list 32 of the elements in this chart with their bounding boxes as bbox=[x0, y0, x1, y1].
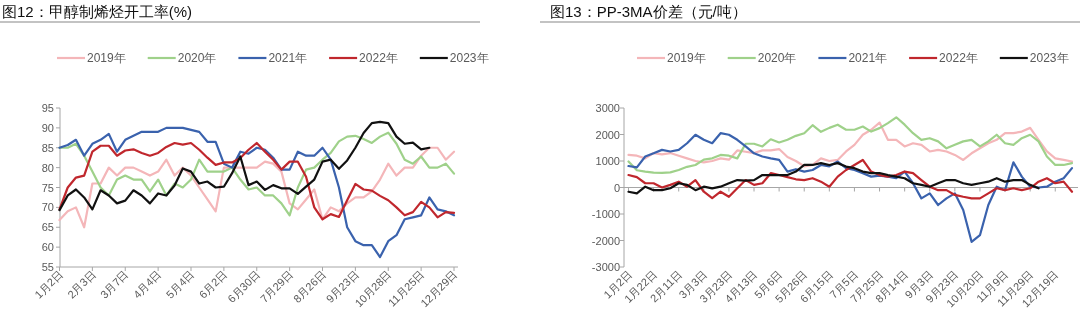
x-tick-label: 3月7日 bbox=[97, 267, 131, 301]
legend-label: 2022年 bbox=[359, 51, 398, 65]
y-tick-label: 70 bbox=[41, 201, 54, 214]
chart-title: 图12：甲醇制烯烃开工率(%) bbox=[2, 3, 193, 20]
y-tick-label: -3000 bbox=[591, 261, 620, 273]
legend-label: 2023年 bbox=[1029, 51, 1069, 65]
y-tick-label: 95 bbox=[41, 102, 54, 114]
x-tick-label: 4月4日 bbox=[130, 267, 164, 301]
x-tick-label: 5月4日 bbox=[163, 267, 197, 301]
y-tick-label: 75 bbox=[41, 181, 54, 194]
y-tick-label: -2000 bbox=[591, 234, 620, 247]
y-tick-label: 85 bbox=[41, 141, 54, 154]
y-tick-label: 55 bbox=[41, 261, 54, 273]
y-tick-label: 80 bbox=[41, 161, 54, 174]
legend-label: 2020年 bbox=[177, 51, 217, 65]
y-tick-label: 3000 bbox=[595, 102, 620, 114]
legend-label: 2023年 bbox=[449, 51, 489, 65]
y-tick-label: 2000 bbox=[595, 128, 620, 141]
y-tick-label: 1000 bbox=[595, 155, 620, 167]
legend-label: 2022年 bbox=[939, 51, 978, 65]
legend-label: 2021年 bbox=[268, 51, 308, 65]
chart-title: 图13：PP-3MA价差（元/吨） bbox=[550, 3, 747, 20]
legend-label: 2021年 bbox=[848, 51, 888, 65]
y-tick-label: 65 bbox=[41, 221, 54, 234]
y-tick-label: 90 bbox=[41, 121, 54, 134]
legend-label: 2019年 bbox=[87, 51, 126, 65]
y-tick-label: 0 bbox=[613, 181, 620, 194]
legend-label: 2019年 bbox=[667, 51, 706, 65]
x-tick-label: 2月3日 bbox=[65, 267, 98, 301]
y-tick-label: -1000 bbox=[591, 208, 620, 220]
legend-label: 2020年 bbox=[757, 51, 797, 65]
y-tick-label: 60 bbox=[41, 241, 54, 254]
